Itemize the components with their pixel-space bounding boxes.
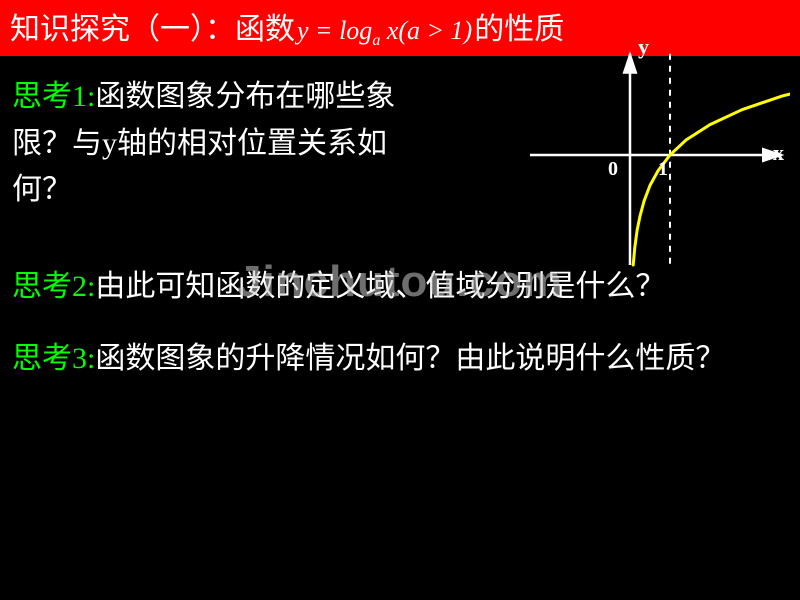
- header-formula: y = loga x(a > 1): [295, 16, 474, 50]
- thought-2: 思考2:由此可知函数的定义域、值域分别是什么？: [12, 264, 792, 311]
- x-axis-label: x: [773, 140, 784, 166]
- thought-3-label: 思考3:: [12, 342, 95, 375]
- thought-1: 思考1:函数图象分布在哪些象限？与y轴的相对位置关系如何？: [12, 74, 442, 214]
- y-axis-label: y: [638, 34, 649, 60]
- formula-lhs: y = log: [297, 16, 372, 45]
- thought-3-text: 函数图象的升降情况如何？由此说明什么性质？: [95, 342, 725, 375]
- header-prefix: 知识探究（一）：函数: [10, 4, 295, 48]
- thought-2-label: 思考2:: [12, 270, 95, 303]
- thought-1-label: 思考1:: [12, 80, 95, 113]
- origin-label: 0: [608, 158, 618, 181]
- tick-1-label: 1: [658, 158, 668, 181]
- thought-2-text: 由此可知函数的定义域、值域分别是什么？: [95, 270, 665, 303]
- chart-svg: [480, 40, 790, 270]
- log-chart: x y 0 1: [480, 40, 790, 270]
- formula-mid: x(a > 1): [380, 16, 472, 45]
- thought-3: 思考3:函数图象的升降情况如何？由此说明什么性质？: [12, 336, 792, 383]
